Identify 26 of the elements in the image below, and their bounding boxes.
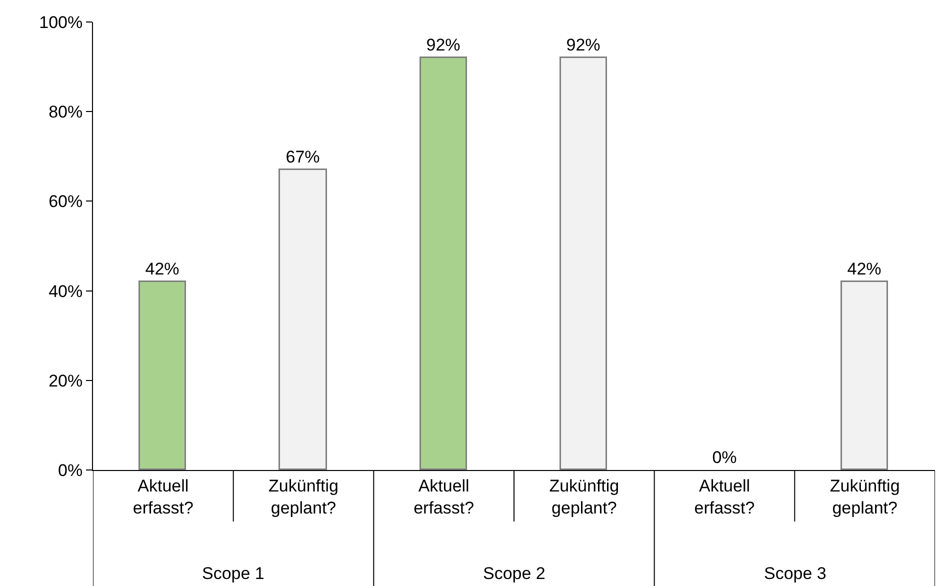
x-tick-label: Zukünftig geplant? xyxy=(549,476,620,518)
text: Scope 2 xyxy=(483,564,546,583)
data-label: 42% xyxy=(145,259,180,278)
y-tick-label: 80% xyxy=(48,102,83,122)
data-label: 42% xyxy=(847,259,882,278)
x-tick-label: Zukünftig geplant? xyxy=(268,476,338,518)
bar xyxy=(840,280,888,470)
y-tick-label: 100% xyxy=(39,12,83,32)
bar xyxy=(420,56,467,470)
bar xyxy=(138,280,186,470)
x-tick-label: Aktuell erfasst? xyxy=(414,476,474,518)
bar xyxy=(560,56,607,470)
text: Scope 3 xyxy=(764,564,826,583)
data-label: 0% xyxy=(712,448,737,467)
data-label: 67% xyxy=(286,147,320,166)
y-tick-label: 20% xyxy=(48,371,83,390)
bar xyxy=(278,168,327,470)
data-label: 92% xyxy=(426,35,460,54)
x-tick-label: Aktuell erfasst? xyxy=(132,476,194,518)
y-tick-label: 40% xyxy=(48,282,83,301)
x-tick-label: Aktuell erfasst? xyxy=(694,476,755,518)
y-tick-label: 60% xyxy=(48,192,83,212)
data-label: 92% xyxy=(566,35,600,54)
x-tick-label: Zukünftig geplant? xyxy=(830,476,900,518)
text: Scope 1 xyxy=(202,564,264,583)
y-tick-label: 0% xyxy=(58,460,83,480)
